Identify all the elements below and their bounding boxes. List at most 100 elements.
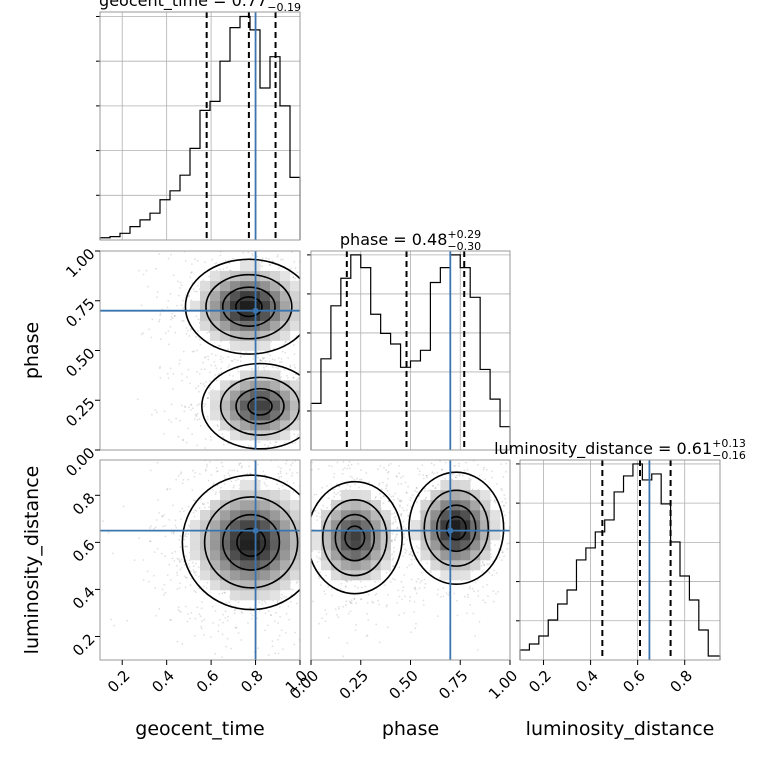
scatter-point — [467, 596, 469, 598]
scatter-point — [216, 424, 219, 427]
scatter-point — [293, 364, 296, 366]
density-cell — [330, 500, 342, 511]
scatter-point — [455, 599, 458, 602]
scatter-point — [432, 457, 434, 459]
scatter-point — [310, 236, 312, 238]
scatter-point — [163, 593, 165, 596]
scatter-point — [399, 499, 402, 502]
scatter-point — [280, 236, 282, 238]
scatter-point — [436, 615, 439, 617]
scatter-point — [321, 341, 323, 343]
density-cell — [270, 490, 281, 501]
scatter-point — [176, 304, 179, 307]
scatter-point — [259, 441, 261, 444]
scatter-point — [492, 600, 495, 603]
scatter-point — [304, 385, 306, 387]
scatter-point — [300, 568, 302, 570]
scatter-point — [172, 533, 175, 535]
scatter-point — [325, 574, 327, 577]
scatter-point — [212, 482, 215, 485]
scatter-point — [398, 472, 401, 475]
scatter-point — [280, 467, 282, 470]
scatter-point — [169, 618, 171, 621]
scatter-point — [256, 617, 258, 619]
scatter-point — [346, 642, 349, 644]
density-cell — [340, 570, 352, 581]
scatter-point — [180, 284, 183, 287]
contour-line — [235, 296, 263, 318]
scatter-point — [309, 382, 311, 384]
scatter-point — [474, 635, 477, 637]
scatter-point — [418, 470, 421, 473]
scatter-point — [484, 601, 487, 604]
contour-line — [321, 498, 388, 577]
density-panel-geocent_time-luminosity_distance — [99, 459, 326, 661]
scatter-point — [224, 617, 227, 619]
y-tick-label: 0.25 — [62, 394, 98, 430]
scatter-point — [454, 436, 456, 438]
density-cell — [270, 320, 281, 331]
scatter-point — [194, 499, 197, 502]
scatter-point — [269, 263, 271, 266]
scatter-point — [235, 467, 237, 469]
y-tick-label: 1.00 — [62, 245, 98, 281]
scatter-point — [374, 497, 377, 499]
scatter-point — [305, 416, 307, 418]
density-cell — [340, 490, 352, 501]
scatter-point — [420, 560, 422, 562]
scatter-point — [201, 502, 204, 505]
scatter-point — [206, 397, 209, 400]
scatter-point — [210, 439, 212, 441]
scatter-point — [283, 343, 286, 346]
scatter-point — [293, 353, 296, 355]
scatter-point — [205, 381, 207, 383]
scatter-point — [274, 457, 276, 459]
scatter-point — [325, 269, 327, 271]
scatter-point — [161, 515, 164, 518]
scatter-point — [309, 569, 311, 571]
scatter-point — [451, 457, 453, 459]
scatter-point — [187, 505, 190, 508]
density-cell — [280, 580, 291, 591]
scatter-point — [307, 539, 309, 541]
scatter-point — [295, 602, 298, 605]
density-cell — [320, 520, 332, 531]
scatter-point — [214, 262, 217, 265]
scatter-point — [209, 460, 211, 463]
scatter-point — [366, 613, 368, 615]
scatter-point — [294, 441, 297, 444]
scatter-point — [245, 351, 248, 353]
scatter-point — [156, 291, 159, 293]
scatter-point — [324, 499, 326, 501]
scatter-point — [444, 478, 446, 480]
scatter-point — [305, 338, 307, 340]
scatter-point — [201, 601, 204, 603]
density-cell — [260, 310, 271, 321]
density-cell — [420, 500, 431, 511]
scatter-point — [312, 491, 314, 493]
scatter-point — [511, 505, 513, 507]
scatter-point — [214, 364, 217, 367]
density-cell — [230, 390, 241, 401]
scatter-point — [274, 652, 277, 655]
density-cell — [260, 510, 271, 521]
scatter-point — [302, 452, 304, 454]
scatter-point — [280, 457, 282, 459]
scatter-point — [169, 579, 172, 581]
contour-line — [184, 258, 300, 355]
scatter-point — [289, 365, 292, 368]
density-cell — [380, 550, 391, 561]
scatter-point — [391, 532, 394, 535]
scatter-point — [166, 306, 169, 309]
scatter-point — [161, 515, 163, 517]
scatter-point — [312, 269, 314, 271]
scatter-point — [320, 584, 322, 586]
y-tick-label: 0.00 — [62, 444, 98, 480]
scatter-point — [230, 647, 233, 650]
scatter-point — [483, 564, 485, 567]
scatter-point — [181, 482, 184, 485]
scatter-point — [495, 572, 498, 574]
scatter-point — [505, 470, 507, 473]
scatter-point — [421, 464, 424, 467]
scatter-point — [377, 444, 379, 446]
